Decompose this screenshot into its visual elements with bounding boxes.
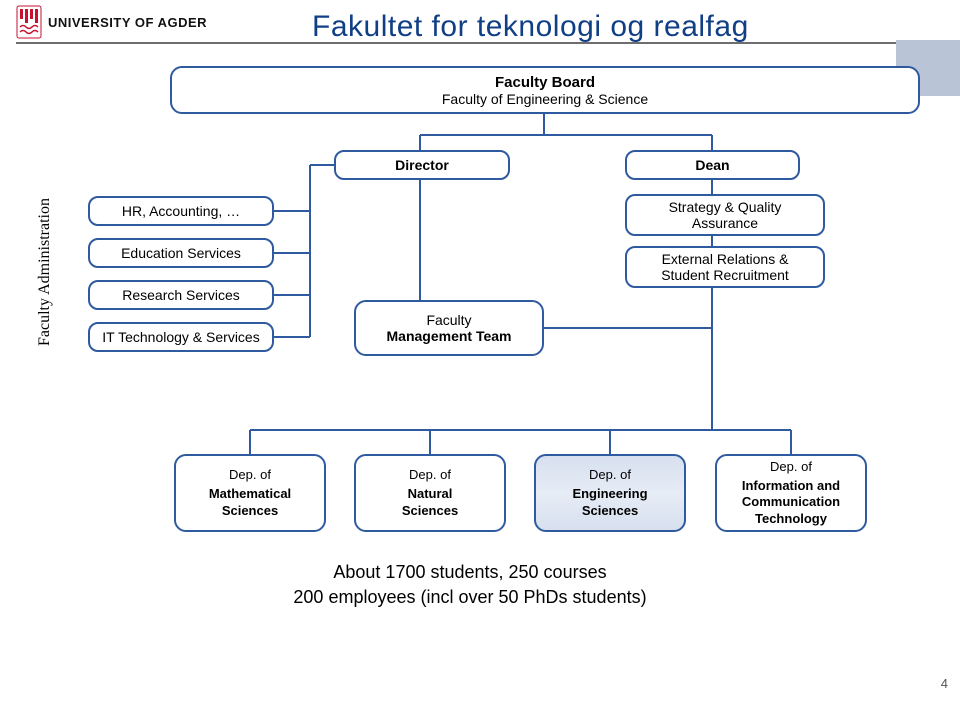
summary-line1: About 1700 students, 250 courses (200, 560, 740, 585)
fmt-line2: Management Team (387, 328, 512, 344)
logo-text: UNIVERSITY OF AGDER (48, 15, 207, 30)
dep3-name2: Sciences (572, 503, 647, 519)
hr-box: HR, Accounting, … (88, 196, 274, 226)
dep4-name3: Technology (742, 511, 840, 527)
slide-title: Fakultet for teknologi og realfag (312, 10, 749, 44)
research-services-box: Research Services (88, 280, 274, 310)
page-number: 4 (941, 676, 948, 691)
dep1-name2: Sciences (209, 503, 291, 519)
fmt-line1: Faculty (426, 312, 471, 328)
logo-icon (16, 5, 42, 39)
external-line1: External Relations & (662, 251, 789, 267)
dep4-top: Dep. of (770, 459, 812, 474)
dep2-name2: Sciences (402, 503, 458, 519)
dep-ict-box: Dep. of Information and Communication Te… (715, 454, 867, 532)
faculty-board-box: Faculty Board Faculty of Engineering & S… (170, 66, 920, 114)
dep4-name2: Communication (742, 494, 840, 510)
director-label: Director (395, 157, 449, 173)
dep2-top: Dep. of (409, 467, 451, 482)
it-services-label: IT Technology & Services (102, 329, 259, 345)
dep3-top: Dep. of (589, 467, 631, 482)
dep-natural-box: Dep. of Natural Sciences (354, 454, 506, 532)
dep4-name1: Information and (742, 478, 840, 494)
dep-engineering-box: Dep. of Engineering Sciences (534, 454, 686, 532)
summary-line2: 200 employees (incl over 50 PhDs student… (200, 585, 740, 610)
dep3-name1: Engineering (572, 486, 647, 502)
research-services-label: Research Services (122, 287, 240, 303)
summary-text: About 1700 students, 250 courses 200 emp… (200, 560, 740, 610)
slide-root: UNIVERSITY OF AGDER Fakultet for teknolo… (0, 0, 960, 701)
faculty-administration-label: Faculty Administration (36, 172, 56, 372)
director-box: Director (334, 150, 510, 180)
strategy-line2: Assurance (692, 215, 758, 231)
education-services-label: Education Services (121, 245, 241, 261)
external-relations-box: External Relations & Student Recruitment (625, 246, 825, 288)
faculty-board-subtitle: Faculty of Engineering & Science (442, 91, 648, 107)
education-services-box: Education Services (88, 238, 274, 268)
hr-label: HR, Accounting, … (122, 203, 240, 219)
dep1-name1: Mathematical (209, 486, 291, 502)
dep2-name1: Natural (402, 486, 458, 502)
faculty-board-title: Faculty Board (495, 74, 595, 91)
strategy-line1: Strategy & Quality (669, 199, 782, 215)
external-line2: Student Recruitment (661, 267, 789, 283)
it-services-box: IT Technology & Services (88, 322, 274, 352)
dep-mathematical-box: Dep. of Mathematical Sciences (174, 454, 326, 532)
dep1-top: Dep. of (229, 467, 271, 482)
dean-label: Dean (695, 157, 729, 173)
dean-box: Dean (625, 150, 800, 180)
strategy-box: Strategy & Quality Assurance (625, 194, 825, 236)
faculty-management-team-box: Faculty Management Team (354, 300, 544, 356)
